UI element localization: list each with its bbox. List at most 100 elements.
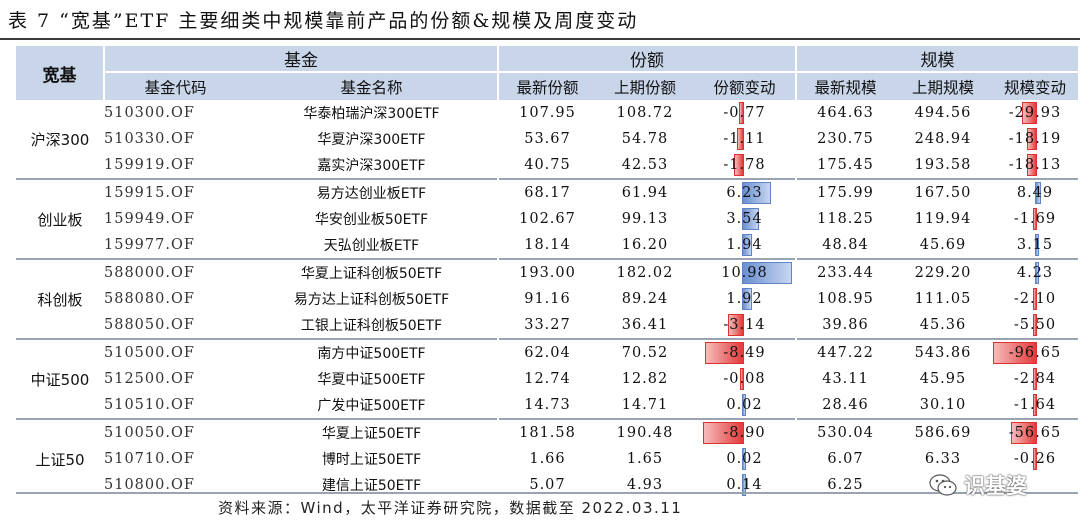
share-prev-cell: 36.41 bbox=[621, 317, 669, 333]
table-row: 159949.OF 华安创业板50ETF 102.67 99.13 3.54 118.25… bbox=[16, 206, 1078, 232]
share-prev-cell: 99.13 bbox=[621, 211, 669, 227]
fund-name-cell: 南方中证500ETF bbox=[246, 338, 498, 366]
share-change-bar bbox=[742, 448, 746, 470]
scale-change-value: -1.69 bbox=[1013, 211, 1057, 227]
scale-change-value: -18.13 bbox=[1008, 157, 1062, 173]
share-new-cell: 18.14 bbox=[497, 232, 596, 259]
share-change-cell: -8.90 bbox=[694, 418, 796, 446]
table-row: 510330.OF 华夏沪深300ETF 53.67 54.78 -1.11 230.75… bbox=[16, 126, 1078, 152]
table-row: 510710.OF 博时上证50ETF 1.66 1.65 0.02 6.07 6.33 -0… bbox=[16, 446, 1078, 472]
share-change-value: 10.98 bbox=[721, 265, 768, 281]
scale-prev-cell: 586.69 bbox=[894, 418, 992, 446]
fund-code-cell: 510050.OF bbox=[104, 418, 246, 446]
scale-new-cell: 6.07 bbox=[795, 446, 894, 472]
group-label: 科创板 bbox=[16, 258, 104, 339]
scale-change-bar bbox=[1010, 422, 1037, 444]
scale-new-cell: 175.45 bbox=[795, 152, 894, 179]
scale-new-cell: 6.25 bbox=[795, 472, 894, 498]
fund-code-cell: 510800.OF bbox=[104, 477, 195, 493]
share-prev-cell: 54.78 bbox=[621, 131, 669, 147]
share-change-cell: 6.23 bbox=[694, 178, 796, 206]
share-new-cell: 181.58 bbox=[497, 418, 596, 446]
share-change-value: -1.11 bbox=[723, 131, 766, 147]
scale-new-cell: 530.04 bbox=[795, 418, 894, 446]
table-row: 创业板 159915.OF 易方达创业板ETF 68.17 61.94 6.23 175.9… bbox=[16, 178, 1078, 259]
fund-name-cell: 嘉实沪深300ETF bbox=[317, 158, 426, 174]
table-bottom-rule bbox=[16, 492, 1078, 494]
fund-name-cell: 广发中证500ETF bbox=[317, 398, 426, 414]
fund-code-cell: 510710.OF bbox=[104, 451, 195, 467]
share-change-value: 0.02 bbox=[726, 397, 763, 413]
scale-prev-cell: 6.33 bbox=[924, 451, 962, 467]
share-change-value: -8.49 bbox=[723, 345, 766, 361]
header-col-share-prev: 上期份额 bbox=[596, 71, 694, 100]
scale-prev-cell: 494.56 bbox=[914, 105, 972, 121]
fund-name-cell: 华安创业板50ETF bbox=[314, 212, 429, 228]
header-col-scale-chg: 规模变动 bbox=[992, 71, 1078, 100]
fund-code-cell: 512500.OF bbox=[104, 371, 195, 387]
share-change-cell: -1.11 bbox=[694, 126, 796, 152]
scale-change-value: -96.65 bbox=[1008, 345, 1062, 361]
share-change-bar bbox=[703, 422, 744, 444]
scale-change-bar bbox=[1035, 234, 1039, 256]
scale-change-bar bbox=[1027, 154, 1037, 176]
scale-change-bar bbox=[1033, 394, 1037, 416]
header-kuanji: 宽基 bbox=[16, 46, 105, 100]
share-change-cell: -0.77 bbox=[694, 100, 796, 126]
fund-code-cell: 510330.OF bbox=[104, 131, 195, 147]
scale-change-cell: -1.64 bbox=[992, 392, 1078, 419]
share-new-cell: 102.67 bbox=[497, 206, 596, 232]
fund-code-cell: 510500.OF bbox=[104, 338, 246, 366]
table-body: 沪深300 510300.OF 华泰柏瑞沪深300ETF 107.95 108.72 -0… bbox=[16, 100, 1078, 498]
table-row: 159977.OF 天弘创业板ETF 18.14 16.20 1.94 48.84 45.6… bbox=[16, 232, 1078, 259]
fund-name-cell: 华夏上证50ETF bbox=[246, 418, 498, 446]
share-new-cell: 53.67 bbox=[497, 126, 596, 152]
share-new-cell: 1.66 bbox=[497, 446, 596, 472]
fund-code-cell: 588050.OF bbox=[104, 317, 195, 333]
header-group-fund: 基金 bbox=[104, 46, 498, 72]
share-change-cell: 1.92 bbox=[694, 286, 796, 312]
share-change-value: -0.77 bbox=[723, 105, 766, 121]
table-row: 科创板 588000.OF 华夏上证科创板50ETF 193.00 182.02 10.9… bbox=[16, 258, 1078, 339]
scale-change-cell: -96.65 bbox=[992, 338, 1078, 366]
share-change-cell: 0.14 bbox=[694, 472, 796, 498]
scale-change-cell: 8.49 bbox=[992, 178, 1078, 206]
scale-prev-cell: 30.10 bbox=[919, 397, 967, 413]
fund-name-cell: 华夏沪深300ETF bbox=[317, 132, 426, 148]
share-new-cell: 68.17 bbox=[497, 178, 596, 206]
table-row: 588080.OF 易方达上证科创板50ETF 91.16 89.24 1.92 108.… bbox=[16, 286, 1078, 312]
share-change-value: 0.14 bbox=[726, 477, 763, 493]
share-change-value: -8.90 bbox=[723, 425, 766, 441]
scale-change-cell: -0.26 bbox=[992, 446, 1078, 472]
table-row: 159919.OF 嘉实沪深300ETF 40.75 42.53 -1.78 175.45… bbox=[16, 152, 1078, 179]
scale-new-cell: 233.44 bbox=[795, 258, 894, 286]
share-prev-cell: 190.48 bbox=[596, 418, 694, 446]
share-change-cell: 3.54 bbox=[694, 206, 796, 232]
scale-change-cell: -56.65 bbox=[992, 418, 1078, 446]
fund-name-cell: 博时上证50ETF bbox=[321, 452, 422, 468]
share-prev-cell: 89.24 bbox=[621, 291, 669, 307]
scale-change-value: -5.50 bbox=[1013, 317, 1057, 333]
scale-change-bar bbox=[1022, 102, 1037, 124]
share-change-cell: 1.94 bbox=[694, 232, 796, 259]
share-new-cell: 91.16 bbox=[497, 286, 596, 312]
etf-table: 宽基 基金 份额 规模 基金代码 基金名称 最新份额 上期份额 份额变动 最新规… bbox=[16, 46, 1078, 498]
scale-change-bar bbox=[1033, 368, 1037, 390]
source-note: 资料来源：Wind，太平洋证券研究院，数据截至 2022.03.11 bbox=[218, 499, 683, 517]
share-change-value: -1.78 bbox=[723, 157, 766, 173]
scale-change-bar bbox=[993, 342, 1037, 364]
table-row: 512500.OF 华夏中证500ETF 12.74 12.82 -0.08 43.11 4… bbox=[16, 366, 1078, 392]
table-row: 588050.OF 工银上证科创板50ETF 33.27 36.41 -3.14 39.8… bbox=[16, 312, 1078, 339]
share-change-cell: 0.02 bbox=[694, 446, 796, 472]
share-prev-cell: 108.72 bbox=[616, 105, 674, 121]
fund-name-cell: 易方达创业板ETF bbox=[246, 178, 498, 206]
scale-change-value: 4.23 bbox=[1016, 265, 1054, 281]
share-change-value: 6.23 bbox=[726, 185, 763, 201]
share-change-value: 1.92 bbox=[726, 291, 763, 307]
table-row: 沪深300 510300.OF 华泰柏瑞沪深300ETF 107.95 108.72 -0… bbox=[16, 100, 1078, 149]
scale-change-bar bbox=[1035, 262, 1039, 284]
share-prev-cell: 70.52 bbox=[596, 338, 694, 366]
share-change-cell: 0.02 bbox=[694, 392, 796, 419]
scale-new-cell: 230.75 bbox=[795, 126, 894, 152]
scale-prev-cell: 111.05 bbox=[914, 291, 972, 307]
